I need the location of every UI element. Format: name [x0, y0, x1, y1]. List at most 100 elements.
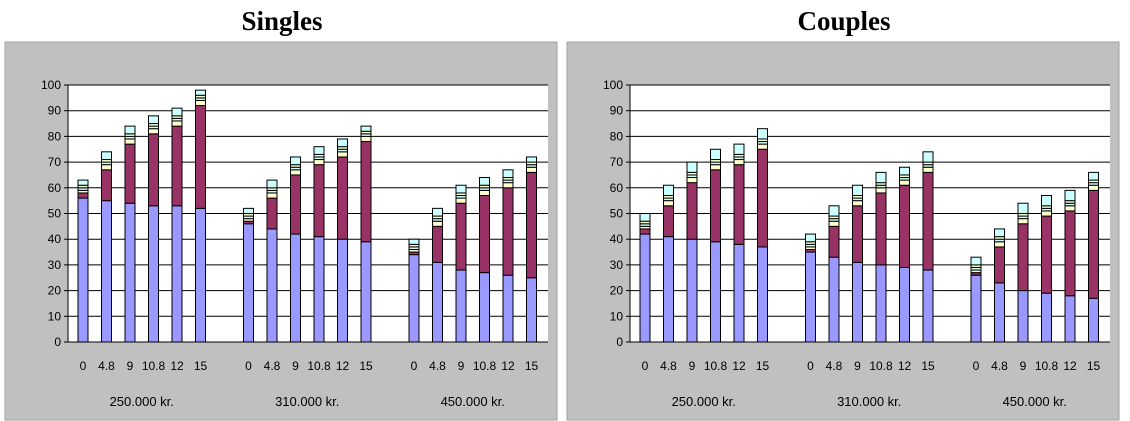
couples-bar-segment: [852, 200, 863, 207]
couples-bar-segment: [1088, 184, 1099, 191]
singles-bar-segment: [195, 105, 206, 209]
couples-y-tick-label: 0: [616, 335, 623, 349]
couples-bar-segment: [922, 151, 934, 163]
couples-bar-segment: [663, 184, 674, 197]
couples-bar-segment: [805, 251, 816, 343]
couples-bar-segment: [1017, 218, 1029, 225]
couples-bar-segment: [828, 225, 840, 258]
couples-x-tick-label: 10.8: [869, 359, 893, 373]
singles-bar-segment: [526, 277, 537, 343]
couples-y-tick-label: 70: [610, 155, 624, 169]
couples-bar-segment: [733, 159, 745, 166]
singles-y-tick-label: 60: [48, 181, 62, 195]
singles-bar-segment: [266, 179, 278, 189]
couples-bar-segment: [1041, 292, 1052, 343]
couples-bar-segment: [828, 256, 840, 343]
singles-bar-segment: [337, 151, 348, 158]
singles-bar-segment: [195, 89, 206, 96]
couples-bar-segment: [1064, 295, 1076, 343]
singles-x-tick-label: 9: [127, 359, 134, 373]
singles-bar-segment: [408, 254, 420, 343]
couples-bar-segment: [994, 228, 1005, 238]
couples-y-tick-label: 40: [610, 232, 624, 246]
singles-bar-segment: [337, 156, 348, 240]
couples-bar-segment: [663, 236, 674, 343]
couples-bar-segment: [639, 228, 651, 235]
singles-title: Singles: [241, 6, 323, 36]
singles-bar-segment: [148, 205, 159, 343]
singles-x-tick-label: 4.8: [264, 359, 281, 373]
couples-group-label: 310.000 kr.: [837, 394, 901, 409]
couples-bar-segment: [852, 205, 863, 263]
couples-bar-segment: [922, 171, 934, 271]
singles-group-label: 450.000 kr.: [441, 394, 505, 409]
couples-bar-segment: [994, 282, 1005, 343]
singles-bar-segment: [360, 141, 372, 243]
singles-bar-segment: [124, 125, 136, 135]
singles-bar-segment: [337, 238, 348, 343]
couples-bar-segment: [875, 187, 887, 194]
couples-bar-segment: [663, 200, 674, 207]
couples-group-label: 450.000 kr.: [1003, 394, 1067, 409]
couples-bar-segment: [1088, 297, 1099, 343]
couples-bar-segment: [970, 256, 982, 266]
singles-bar-segment: [171, 120, 183, 127]
singles-bar-segment: [479, 189, 490, 197]
singles-y-tick-label: 30: [48, 258, 62, 272]
couples-x-tick-label: 15: [921, 359, 935, 373]
couples-x-tick-label: 9: [1020, 359, 1027, 373]
singles-bar-segment: [124, 202, 136, 343]
couples-bar-segment: [899, 179, 910, 186]
couples-y-tick-label: 10: [610, 309, 624, 323]
singles-bar-segment: [290, 156, 301, 166]
couples-bar-segment: [852, 261, 863, 343]
couples-bar-segment: [1041, 215, 1052, 294]
couples-bar-segment: [710, 241, 721, 343]
singles-x-tick-label: 4.8: [429, 359, 446, 373]
couples-panel: Couples 0 10 20 30 40 50 60 70 80 90 100 0 4.8 9 10.8 1…: [566, 0, 1122, 421]
couples-bar-segment: [1017, 223, 1029, 292]
couples-bar-segment: [686, 238, 698, 343]
singles-bar-segment: [101, 164, 112, 171]
couples-bar-segment: [733, 143, 745, 155]
singles-bar-segment: [243, 207, 254, 215]
singles-bar-segment: [360, 241, 372, 343]
singles-bar-segment: [502, 169, 514, 179]
singles-x-tick-label: 12: [501, 359, 515, 373]
couples-y-tick-label: 50: [610, 207, 624, 221]
singles-bar-segment: [148, 128, 159, 135]
singles-x-tick-label: 10.8: [307, 359, 331, 373]
singles-bar-segment: [313, 164, 325, 238]
couples-x-tick-label: 15: [1087, 359, 1101, 373]
singles-bar-segment: [290, 174, 301, 235]
singles-x-tick-label: 12: [336, 359, 350, 373]
couples-bar-segment: [1088, 189, 1099, 299]
couples-bar-segment: [757, 128, 768, 140]
couples-bar-segment: [899, 166, 910, 176]
singles-x-tick-label: 10.8: [142, 359, 166, 373]
singles-bar-segment: [526, 166, 537, 173]
couples-bar-segment: [1064, 205, 1076, 212]
singles-bar-segment: [455, 269, 467, 343]
couples-bar-segment: [922, 166, 934, 173]
singles-bar-segment: [455, 184, 467, 194]
singles-bar-segment: [432, 225, 443, 263]
singles-y-tick-label: 40: [48, 232, 62, 246]
singles-y-tick-label: 50: [48, 207, 62, 221]
couples-y-tick-label: 100: [603, 78, 623, 92]
couples-bar-segment: [994, 241, 1005, 248]
couples-x-tick-label: 4.8: [660, 359, 677, 373]
singles-bar-segment: [432, 207, 443, 217]
couples-bar-segment: [1088, 171, 1099, 181]
singles-bar-segment: [526, 171, 537, 279]
couples-x-tick-label: 12: [1063, 359, 1077, 373]
singles-bar-segment: [290, 169, 301, 176]
singles-bar-segment: [502, 182, 514, 189]
singles-bar-segment: [77, 197, 89, 343]
couples-bar-segment: [994, 246, 1005, 284]
singles-bar-segment: [455, 202, 467, 271]
couples-bar-segment: [1064, 189, 1076, 202]
couples-bar-segment: [686, 182, 698, 240]
singles-y-tick-label: 20: [48, 284, 62, 298]
